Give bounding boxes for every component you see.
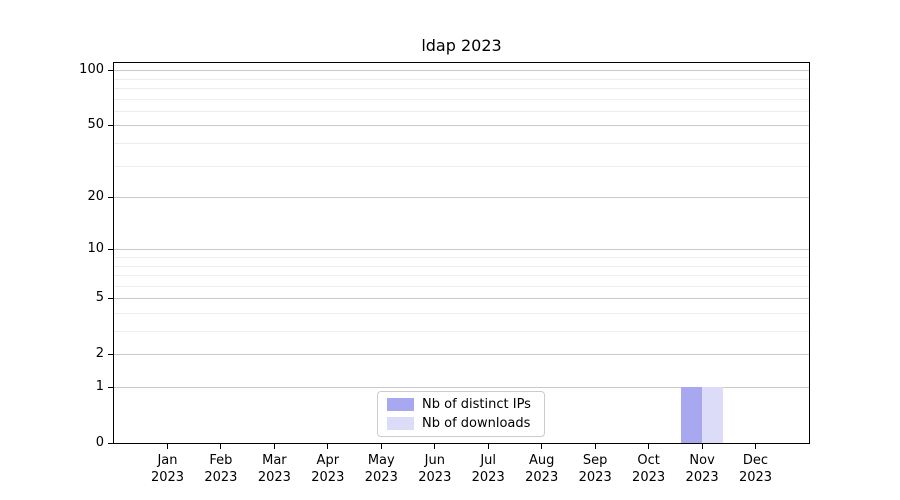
y-tick-mark	[108, 124, 113, 126]
major-gridline	[114, 197, 809, 199]
x-tick-label: Nov 2023	[685, 453, 719, 485]
x-tick-mark	[327, 444, 329, 449]
x-tick-mark	[380, 444, 382, 449]
x-tick-mark	[487, 444, 489, 449]
legend: Nb of distinct IPs Nb of downloads	[377, 391, 545, 437]
bar-nb-of-distinct-ips	[680, 387, 703, 443]
x-tick-mark	[701, 444, 703, 449]
x-tick-label: Aug 2023	[525, 453, 559, 485]
x-tick-label: Apr 2023	[311, 453, 345, 485]
major-gridline	[114, 387, 809, 388]
legend-swatch-downloads	[387, 417, 414, 430]
minor-gridline	[114, 98, 809, 100]
plot-area: Nb of distinct IPs Nb of downloads	[113, 62, 810, 444]
minor-gridline	[114, 110, 809, 112]
major-gridline	[114, 354, 809, 356]
x-tick-mark	[648, 444, 650, 449]
minor-gridline	[114, 257, 809, 258]
legend-label-distinct-ips: Nb of distinct IPs	[422, 396, 531, 412]
x-tick-label: Jun 2023	[418, 453, 452, 485]
x-tick-mark	[755, 444, 756, 449]
y-tick-mark	[108, 353, 113, 355]
x-tick-label: Mar 2023	[257, 453, 291, 485]
y-tick-label: 5	[95, 290, 104, 306]
y-tick-label: 2	[95, 346, 104, 362]
y-tick-mark	[108, 248, 113, 250]
x-tick-label: Sep 2023	[578, 453, 612, 485]
x-tick-mark	[434, 444, 436, 449]
legend-item-distinct-ips: Nb of distinct IPs	[387, 397, 535, 413]
y-tick-label: 1	[95, 379, 104, 394]
minor-gridline	[114, 275, 809, 276]
minor-gridline	[114, 88, 809, 89]
y-tick-mark	[108, 386, 113, 388]
minor-gridline	[114, 313, 809, 314]
x-tick-mark	[594, 444, 596, 449]
y-tick-label: 50	[87, 117, 104, 133]
x-tick-mark	[220, 444, 222, 449]
minor-gridline	[114, 285, 809, 287]
major-gridline	[114, 70, 809, 72]
legend-item-downloads: Nb of downloads	[387, 416, 535, 432]
major-gridline	[114, 125, 809, 127]
x-tick-label: Oct 2023	[632, 453, 666, 485]
minor-gridline	[114, 265, 809, 267]
x-tick-label: Dec 2023	[738, 453, 773, 485]
x-tick-mark	[273, 444, 275, 449]
minor-gridline	[114, 165, 809, 167]
major-gridline	[114, 298, 809, 300]
x-tick-label: May 2023	[364, 453, 398, 485]
y-tick-label: 0	[95, 435, 104, 450]
y-tick-label: 100	[79, 62, 104, 78]
y-tick-label: 10	[87, 241, 104, 257]
minor-gridline	[114, 331, 809, 332]
legend-swatch-distinct-ips	[387, 398, 414, 411]
y-tick-mark	[108, 196, 113, 198]
legend-label-downloads: Nb of downloads	[422, 415, 531, 431]
x-tick-label: Feb 2023	[204, 453, 238, 485]
y-tick-mark	[108, 297, 113, 299]
major-gridline	[114, 249, 809, 251]
y-tick-mark	[108, 69, 113, 71]
y-tick-label: 20	[87, 189, 104, 205]
minor-gridline	[114, 143, 809, 144]
bar-nb-of-downloads	[702, 387, 724, 443]
chart-title: ldap 2023	[421, 36, 502, 55]
x-tick-mark	[541, 444, 543, 449]
x-tick-label: Jul 2023	[471, 453, 505, 485]
minor-gridline	[114, 78, 809, 80]
y-tick-mark	[108, 442, 113, 444]
x-tick-label: Jan 2023	[150, 453, 185, 485]
x-tick-mark	[167, 444, 168, 449]
